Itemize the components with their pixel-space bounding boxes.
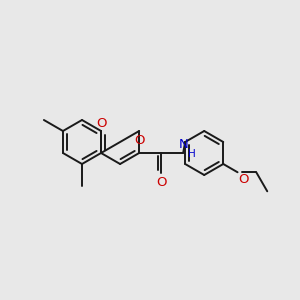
Text: H: H [188,149,196,159]
Text: N: N [178,138,188,151]
Text: O: O [134,134,144,147]
Text: O: O [238,173,249,186]
Text: O: O [96,117,106,130]
Text: O: O [156,176,167,189]
